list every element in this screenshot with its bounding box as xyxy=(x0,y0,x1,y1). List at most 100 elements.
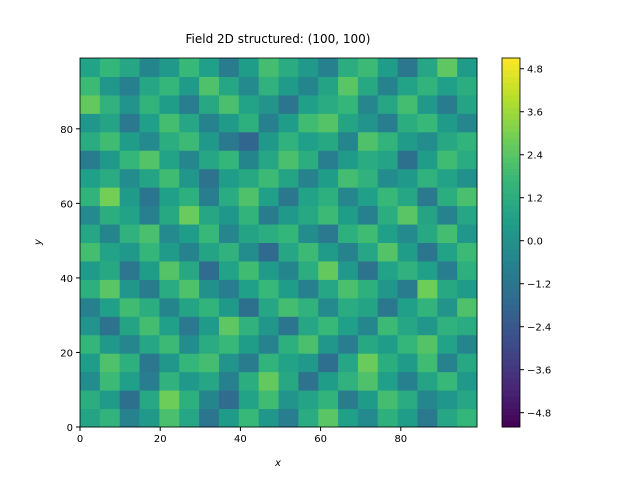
colorbar-segment xyxy=(502,236,520,243)
heatmap-cell xyxy=(80,58,101,77)
heatmap-cell xyxy=(199,242,220,262)
heatmap-cell xyxy=(377,168,399,188)
heatmap-cell xyxy=(298,76,319,96)
heatmap-cell xyxy=(179,131,200,151)
heatmap-cell xyxy=(357,297,379,317)
heatmap-cell xyxy=(258,224,279,243)
heatmap-cell xyxy=(139,168,160,188)
heatmap-cell xyxy=(417,113,438,133)
heatmap-cell xyxy=(159,408,180,428)
heatmap-cell xyxy=(238,76,260,96)
heatmap-cell xyxy=(278,297,299,317)
colorbar-segment xyxy=(502,144,520,151)
heatmap-cell xyxy=(199,297,220,317)
heatmap-cell xyxy=(357,168,379,188)
heatmap-cell xyxy=(298,131,319,151)
heatmap-cell xyxy=(457,408,478,428)
heatmap-cell xyxy=(278,353,299,373)
heatmap-cell xyxy=(179,390,200,410)
heatmap-cell xyxy=(80,187,101,207)
heatmap-cell xyxy=(457,131,478,151)
heatmap-cell xyxy=(318,131,339,151)
colorbar-segment xyxy=(502,205,520,213)
colorbar-segment xyxy=(502,353,520,360)
heatmap-cell xyxy=(437,76,458,96)
heatmap-cell xyxy=(318,316,339,336)
heatmap-cell xyxy=(318,297,339,317)
heatmap-cell xyxy=(338,224,359,243)
colorbar-segment xyxy=(502,260,520,268)
heatmap-cell xyxy=(139,334,160,354)
colorbar-segment xyxy=(502,187,520,194)
heatmap-cell xyxy=(80,279,101,299)
chart-title: Field 2D structured: (100, 100) xyxy=(186,32,371,46)
heatmap-cell xyxy=(437,353,458,373)
colorbar-tick-label: 1.2 xyxy=(527,194,543,205)
colorbar-segment xyxy=(502,365,520,373)
heatmap-cell xyxy=(417,168,438,188)
heatmap-cell xyxy=(119,334,141,354)
heatmap-cell xyxy=(238,260,260,280)
heatmap-cell xyxy=(199,353,220,373)
heatmap-cell xyxy=(357,390,379,410)
heatmap-cell xyxy=(437,334,458,354)
heatmap-cell xyxy=(437,408,458,428)
heatmap-cell xyxy=(238,297,260,317)
heatmap-cell xyxy=(238,168,260,188)
colorbar-segment xyxy=(502,273,520,280)
heatmap-cell xyxy=(417,316,438,336)
colorbar-segment xyxy=(502,304,520,311)
heatmap-cell xyxy=(437,242,458,262)
heatmap-cell xyxy=(199,334,220,354)
colorbar-segment xyxy=(502,279,520,287)
heatmap-cell xyxy=(179,279,200,299)
heatmap-cell xyxy=(318,242,339,262)
colorbar-tick-label: 0.0 xyxy=(527,237,543,248)
heatmap-cell xyxy=(179,113,200,133)
heatmap-cell xyxy=(179,224,200,243)
heatmap-cell xyxy=(377,242,399,262)
heatmap-cell xyxy=(298,113,319,133)
heatmap-cell xyxy=(199,94,220,114)
heatmap-cell xyxy=(238,390,260,410)
heatmap-cell xyxy=(417,242,438,262)
heatmap-cell xyxy=(357,353,379,373)
heatmap-cell xyxy=(457,260,478,280)
heatmap-cell xyxy=(199,371,220,391)
heatmap-cell xyxy=(357,408,379,428)
heatmap-cell xyxy=(199,224,220,243)
heatmap-cell xyxy=(338,353,359,373)
heatmap-cell xyxy=(159,279,180,299)
heatmap-cell xyxy=(199,76,220,96)
heatmap-cell xyxy=(139,390,160,410)
heatmap-cell xyxy=(258,260,279,280)
heatmap-cell xyxy=(139,58,160,77)
heatmap-cell xyxy=(397,205,418,225)
heatmap-cell xyxy=(258,334,279,354)
heatmap-cell xyxy=(437,297,458,317)
colorbar-segment xyxy=(502,328,520,336)
heatmap-cell xyxy=(159,371,180,391)
heatmap-cell xyxy=(278,131,299,151)
heatmap-cell xyxy=(258,371,279,391)
heatmap-cell xyxy=(218,297,240,317)
colorbar-segment xyxy=(502,297,520,305)
heatmap-cell xyxy=(119,242,141,262)
heatmap-cell xyxy=(258,316,279,336)
heatmap-cell xyxy=(318,150,339,170)
colorbar-segment xyxy=(502,58,520,65)
heatmap-cell xyxy=(298,390,319,410)
heatmap-cell xyxy=(99,316,121,336)
heatmap-cell xyxy=(258,150,279,170)
colorbar-segment xyxy=(502,254,520,262)
heatmap-cell xyxy=(218,260,240,280)
heatmap-cell xyxy=(318,334,339,354)
heatmap-cell xyxy=(298,316,319,336)
heatmap-cell xyxy=(457,390,478,410)
heatmap-cell xyxy=(258,131,279,151)
heatmap-cell xyxy=(397,94,418,114)
heatmap-cell xyxy=(298,205,319,225)
heatmap-cell xyxy=(278,371,299,391)
heatmap-cell xyxy=(377,371,399,391)
heatmap-cell xyxy=(179,408,200,428)
